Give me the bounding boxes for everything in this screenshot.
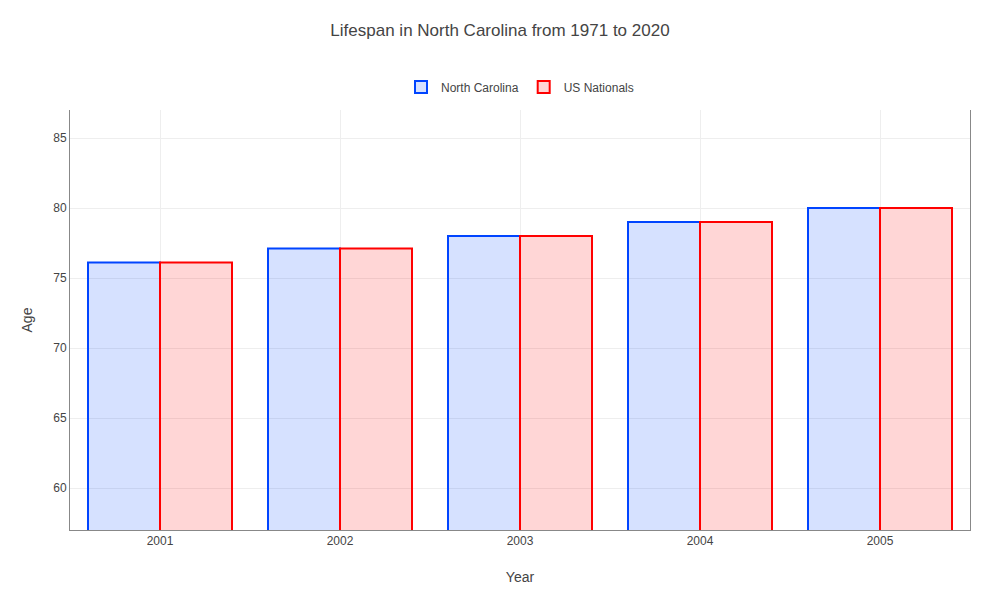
svg-text:North Carolina: North Carolina xyxy=(441,81,519,95)
svg-text:Year: Year xyxy=(506,569,535,585)
svg-text:65: 65 xyxy=(53,411,67,425)
svg-text:Lifespan in North Carolina fro: Lifespan in North Carolina from 1971 to … xyxy=(330,21,669,40)
svg-text:85: 85 xyxy=(53,131,67,145)
svg-text:2001: 2001 xyxy=(147,534,174,548)
svg-text:Age: Age xyxy=(19,307,35,332)
svg-text:2005: 2005 xyxy=(867,534,894,548)
svg-text:60: 60 xyxy=(53,481,67,495)
svg-text:80: 80 xyxy=(53,201,67,215)
svg-text:75: 75 xyxy=(53,271,67,285)
svg-text:2002: 2002 xyxy=(327,534,354,548)
svg-text:US Nationals: US Nationals xyxy=(564,81,634,95)
svg-text:2003: 2003 xyxy=(507,534,534,548)
svg-text:70: 70 xyxy=(53,341,67,355)
svg-text:2004: 2004 xyxy=(687,534,714,548)
